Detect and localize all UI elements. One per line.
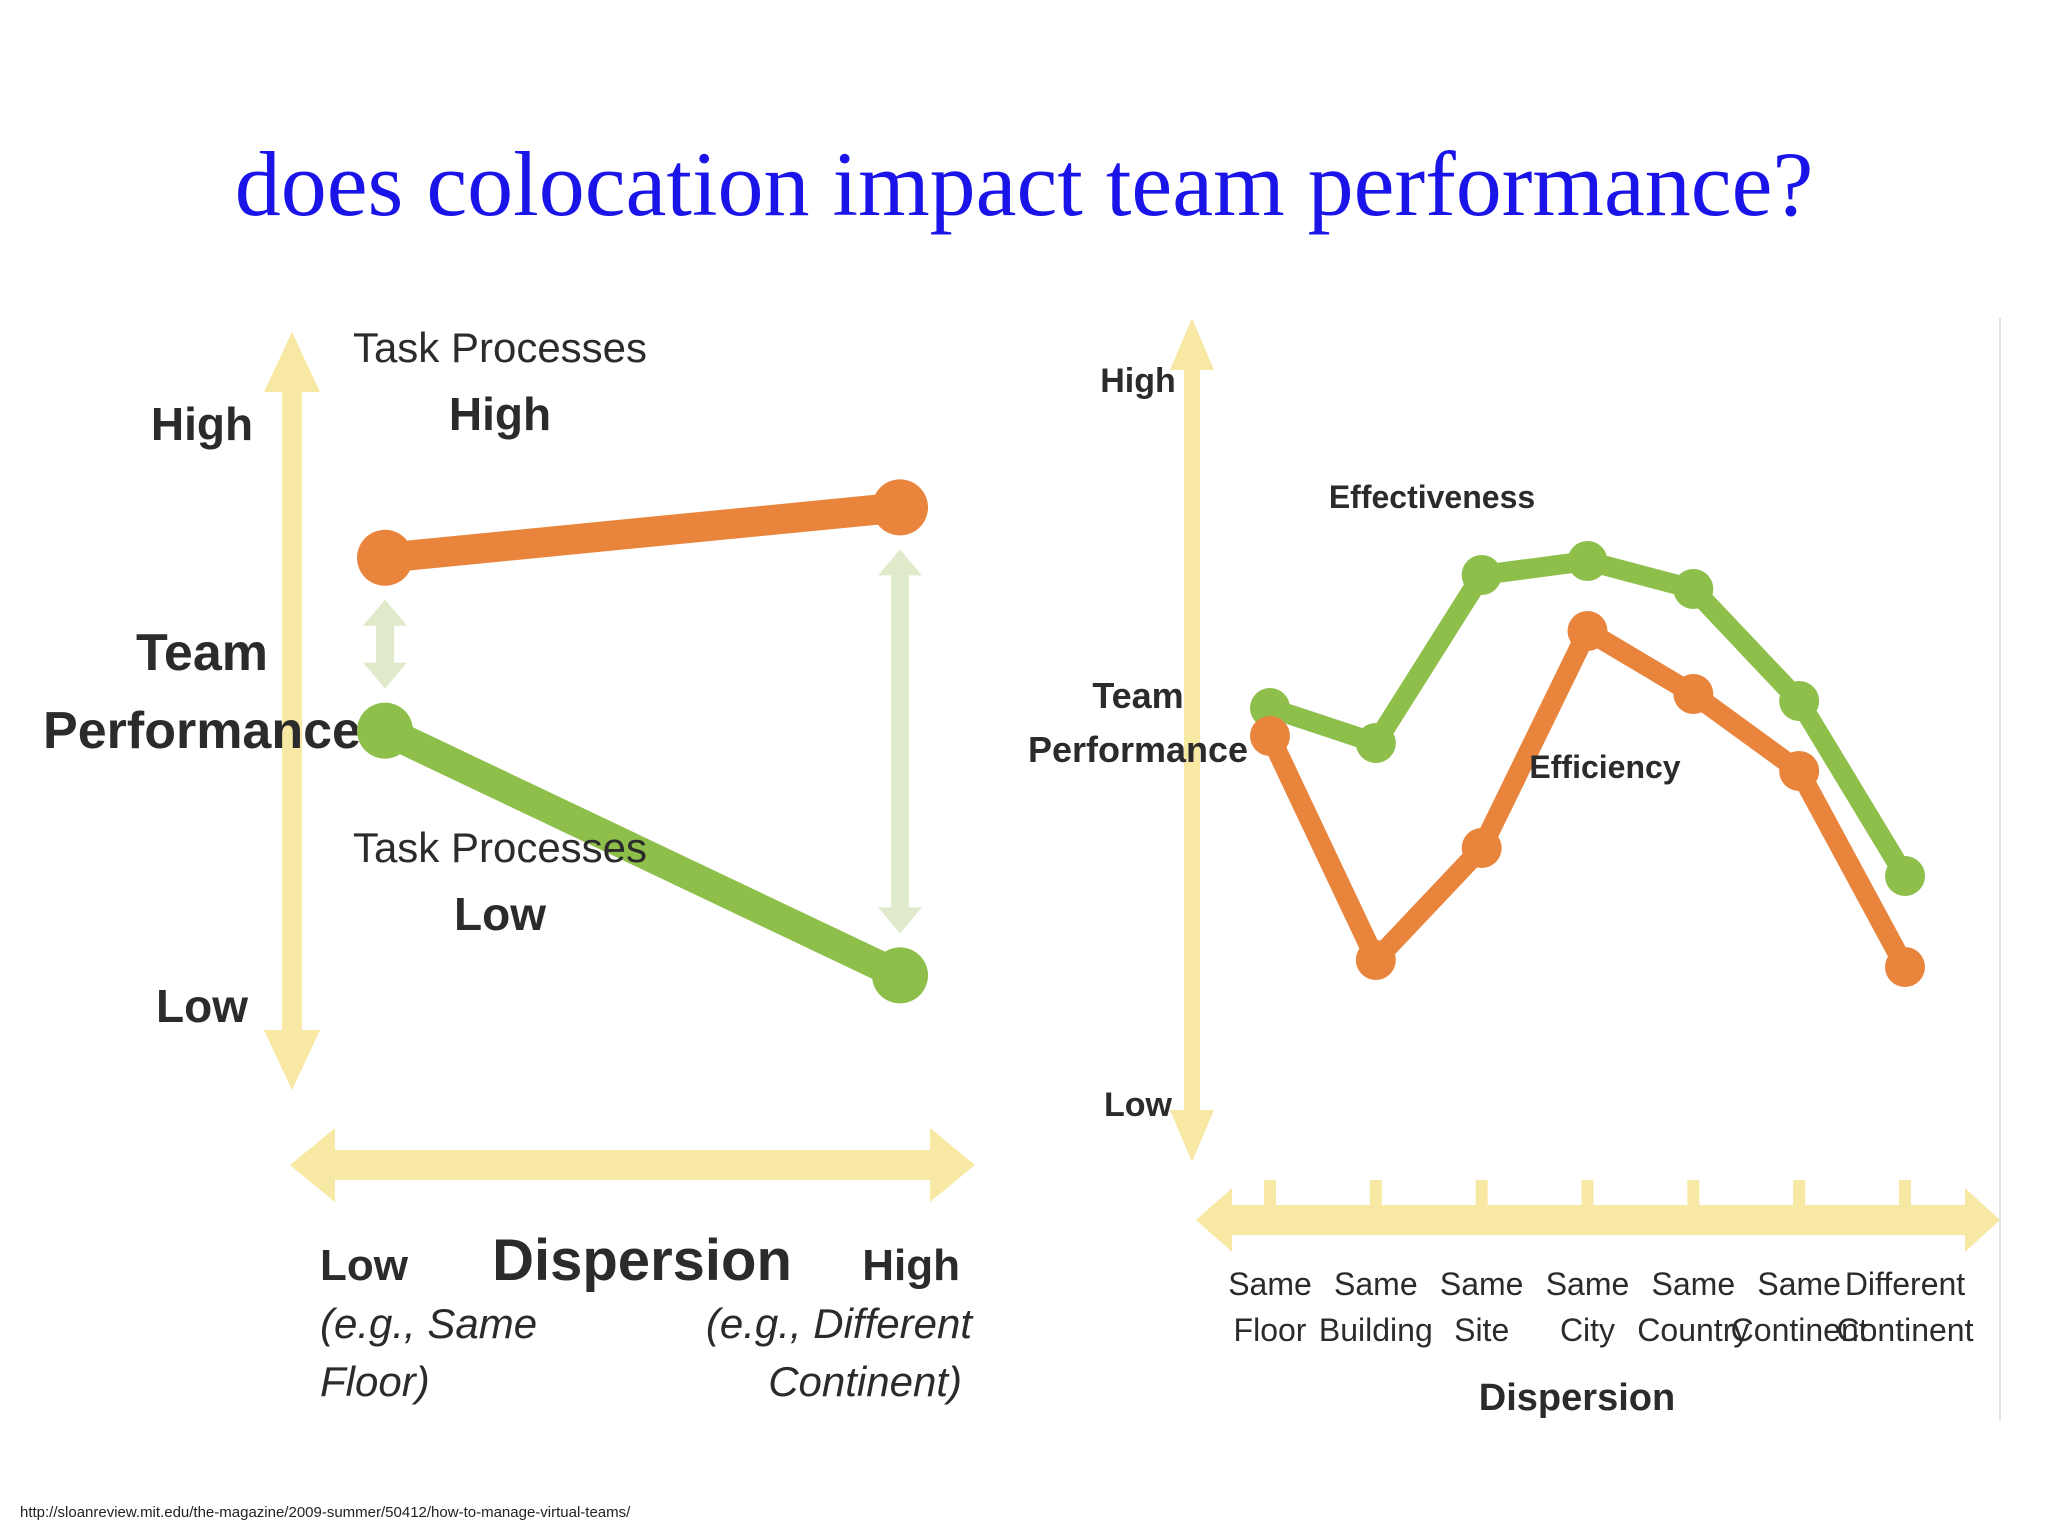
- point-efficiency: [1779, 751, 1820, 791]
- x-tick: [1899, 1180, 1911, 1208]
- y-axis-low-label: Low: [1104, 1086, 1173, 1124]
- x-axis-title: Dispersion: [492, 1228, 792, 1293]
- x-tick: [1369, 1180, 1382, 1208]
- x-tick-label: Site: [1454, 1312, 1509, 1348]
- x-axis-title: Dispersion: [1479, 1377, 1675, 1419]
- x-tick-label: Same: [1228, 1266, 1312, 1302]
- x-tick-label: City: [1560, 1312, 1615, 1348]
- x-tick-label: Same: [1546, 1266, 1630, 1302]
- x-axis-ticks: [1264, 1180, 1911, 1208]
- point-efficiency: [1567, 611, 1608, 651]
- x-tick-label: Building: [1319, 1312, 1433, 1348]
- point-task-processes-high-low: [357, 529, 413, 586]
- chart-dispersion-task-processes: High Team Performance Low Task Processes…: [43, 324, 975, 1405]
- point-efficiency: [1885, 947, 1925, 987]
- y-axis-title-line-1: Team: [136, 624, 268, 682]
- y-axis-arrow: [1170, 318, 1214, 1162]
- point-effectiveness: [1355, 723, 1396, 763]
- y-axis-title-line-1: Team: [1092, 675, 1183, 716]
- series-label-task-low-line-1: Task Processes: [353, 824, 647, 871]
- series-label-task-high-line-1: Task Processes: [353, 324, 647, 371]
- series-label-task-low-line-2: Low: [454, 888, 546, 940]
- x-tick: [1264, 1180, 1276, 1208]
- x-tick-label: Continent: [1731, 1312, 1868, 1348]
- point-efficiency: [1355, 940, 1396, 980]
- x-tick-label: Continent: [1837, 1312, 1974, 1348]
- point-effectiveness: [1567, 541, 1608, 581]
- x-tick-label: Same: [1440, 1266, 1524, 1302]
- x-axis-high-label: High: [862, 1241, 960, 1290]
- series-line-task-processes-high: [370, 492, 915, 573]
- x-axis-arrow: [1196, 1188, 2000, 1252]
- y-axis-high-label: High: [151, 398, 253, 450]
- x-tick: [1793, 1180, 1806, 1208]
- point-efficiency: [1673, 674, 1714, 714]
- x-axis-high-note-line-2: Continent): [768, 1358, 962, 1405]
- series-points: [357, 479, 928, 1004]
- series-line-task-processes-low: [370, 715, 915, 991]
- gap-arrow-low: [363, 599, 407, 689]
- source-url: http://sloanreview.mit.edu/the-magazine/…: [20, 1504, 631, 1521]
- vertical-gap-arrows: [363, 549, 922, 934]
- x-tick: [1475, 1180, 1488, 1208]
- point-task-processes-low-high: [872, 947, 928, 1004]
- series-lines: [370, 492, 915, 991]
- x-tick: [1687, 1180, 1700, 1208]
- x-tick-label: Floor: [1234, 1312, 1307, 1348]
- series-label-effectiveness: Effectiveness: [1329, 479, 1535, 515]
- x-axis-arrow: [290, 1128, 975, 1202]
- point-effectiveness: [1673, 569, 1714, 609]
- point-effectiveness: [1885, 856, 1925, 896]
- series-line-efficiency: [1260, 621, 1915, 977]
- point-task-processes-high-high: [872, 479, 928, 536]
- x-axis-low-label: Low: [320, 1241, 409, 1290]
- series-label-task-high-line-2: High: [449, 388, 551, 440]
- y-axis-title-line-2: Performance: [43, 702, 361, 760]
- chart-dispersion-effectiveness-efficiency: High Team Performance Low Effectiveness …: [1028, 318, 2001, 1420]
- point-task-processes-low-low: [357, 702, 413, 759]
- y-axis-low-label: Low: [156, 980, 248, 1032]
- x-tick-label: Different: [1845, 1266, 1965, 1302]
- y-axis-high-label: High: [1100, 362, 1176, 400]
- x-axis-low-note-line-2: Floor): [320, 1358, 430, 1405]
- series-line-effectiveness: [1260, 551, 1915, 886]
- series-label-efficiency: Efficiency: [1529, 749, 1680, 785]
- x-tick-label: Same: [1334, 1266, 1418, 1302]
- point-effectiveness: [1461, 555, 1502, 595]
- x-axis-low-note-line-1: (e.g., Same: [320, 1300, 537, 1347]
- series-points: [1250, 541, 1925, 987]
- x-tick: [1581, 1180, 1594, 1208]
- y-axis-arrow: [264, 332, 320, 1090]
- point-effectiveness: [1250, 688, 1290, 728]
- x-axis-high-note-line-1: (e.g., Different: [706, 1300, 974, 1347]
- point-efficiency: [1461, 828, 1502, 868]
- x-axis-category-labels: SameFloorSameBuildingSameSiteSameCitySam…: [1228, 1266, 1973, 1348]
- x-tick-label: Same: [1757, 1266, 1841, 1302]
- x-tick-label: Same: [1652, 1266, 1736, 1302]
- y-axis-title-line-2: Performance: [1028, 729, 1248, 770]
- point-effectiveness: [1779, 681, 1820, 721]
- x-tick-label: Country: [1637, 1312, 1749, 1348]
- gap-arrow-high: [878, 549, 922, 934]
- slide-title: does colocation impact team performance?: [234, 133, 1814, 235]
- point-efficiency: [1250, 716, 1290, 756]
